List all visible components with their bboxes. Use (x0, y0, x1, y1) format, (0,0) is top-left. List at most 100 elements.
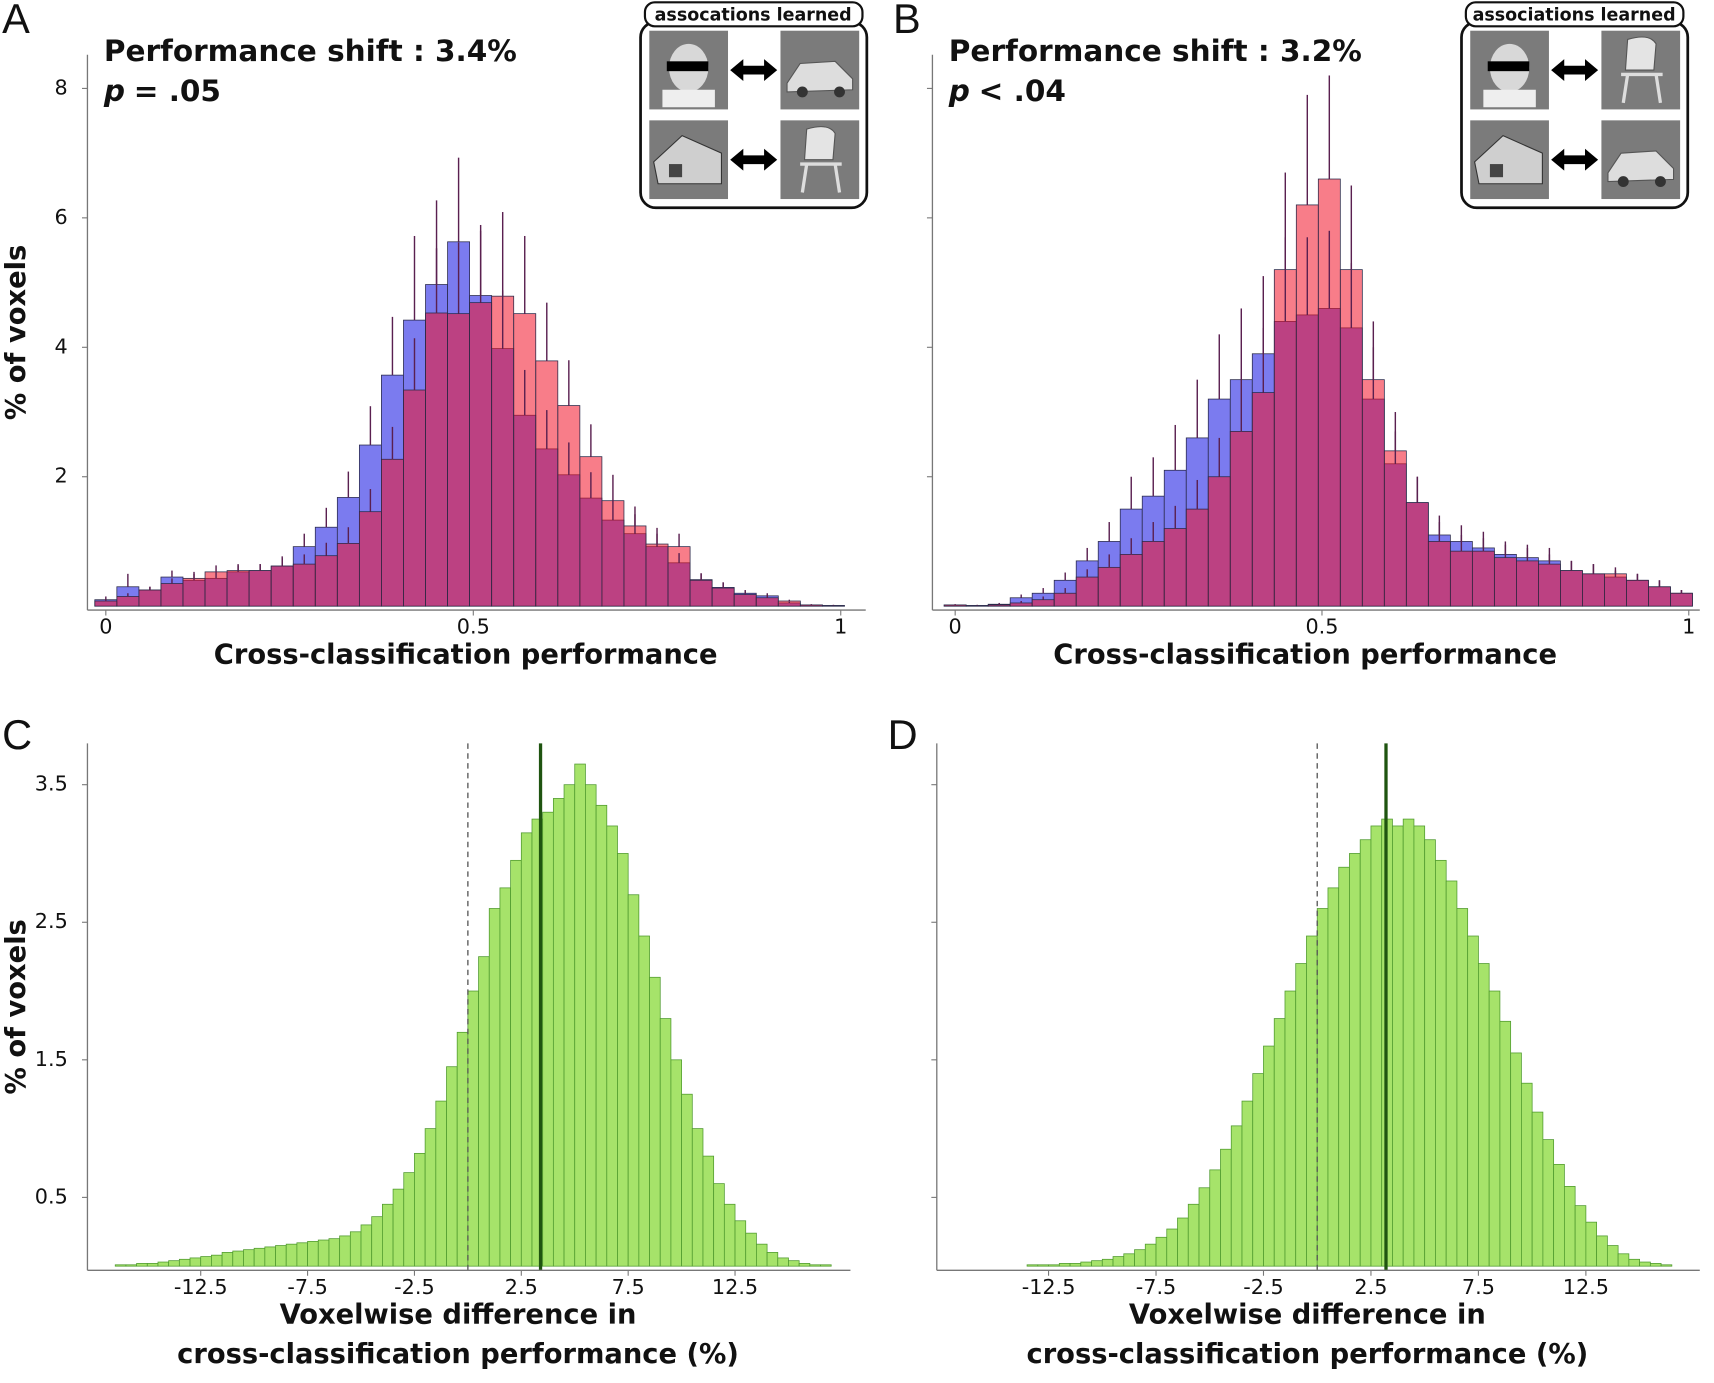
icon-shape (1624, 36, 1657, 71)
bar (1101, 1258, 1114, 1267)
bar (1009, 602, 1033, 607)
icon-shape (1487, 61, 1530, 72)
bar (1338, 866, 1350, 1267)
bar (211, 1254, 223, 1267)
stat-annotation: p = .05 (103, 73, 221, 107)
bar (1383, 450, 1407, 607)
stat-value: < .04 (979, 73, 1066, 107)
bar (756, 1243, 768, 1267)
bar (734, 1220, 747, 1267)
x-tick-label: -2.5 (394, 1275, 434, 1299)
bar (1445, 880, 1458, 1267)
bar (1361, 379, 1385, 607)
bar (1187, 1203, 1200, 1267)
bar (702, 1155, 715, 1267)
bar (1058, 1263, 1071, 1267)
bar (243, 1249, 255, 1267)
bar (1531, 1111, 1544, 1267)
bar (403, 389, 426, 607)
bar (1648, 586, 1671, 607)
bar (713, 1183, 725, 1267)
inset-arrow (1551, 148, 1599, 171)
bar (226, 570, 250, 607)
bar (248, 570, 272, 607)
bar (1048, 1264, 1060, 1267)
bar (1405, 502, 1429, 607)
panel: A 2 4 6 8 0 0.5 1 Cross-classification performan… (1, 0, 869, 670)
x-axis-label: Voxelwise difference in (280, 1300, 637, 1331)
bar (1251, 392, 1275, 607)
bar (469, 302, 493, 607)
icon-shape (1607, 150, 1675, 183)
bar (1119, 554, 1143, 607)
inset-title: associations learned (1473, 5, 1676, 25)
bar (1349, 853, 1361, 1267)
bar (1229, 431, 1253, 607)
inset-arrow (730, 59, 778, 81)
y-tick-label: 3.5 (35, 772, 68, 796)
x-tick-label: -2.5 (1243, 1275, 1284, 1299)
bar (116, 596, 140, 607)
bar (535, 360, 559, 607)
y-axis-label: % of voxels (1, 245, 32, 420)
panel-letter: C (2, 711, 32, 758)
bar (943, 604, 967, 607)
bar (1402, 818, 1415, 1267)
bar (574, 763, 586, 1267)
x-tick-label: -12.5 (1022, 1275, 1076, 1299)
bar (1185, 508, 1209, 607)
bar (1166, 1228, 1178, 1267)
bar (552, 798, 565, 1267)
bar (1574, 1205, 1587, 1267)
bar (414, 1152, 426, 1267)
x-tick-label: -12.5 (174, 1275, 228, 1299)
icon-shape (1654, 176, 1666, 188)
icon-shape (800, 162, 842, 193)
bar (296, 1242, 308, 1267)
bar (689, 579, 713, 607)
bar (965, 605, 989, 607)
bar (809, 1264, 821, 1267)
bar (1427, 541, 1451, 607)
x-tick-label: 1 (834, 615, 847, 639)
bar (1413, 825, 1426, 1267)
bar (1097, 566, 1121, 607)
bar (1521, 1082, 1533, 1267)
bar (478, 956, 490, 1267)
stat-value: = .05 (134, 73, 221, 107)
bar (595, 804, 608, 1267)
bar (1053, 592, 1077, 607)
bar (1198, 1187, 1211, 1267)
bar (1123, 1253, 1135, 1267)
icon-shape (834, 86, 845, 98)
x-tick-label: 0.5 (1305, 615, 1338, 639)
bar (1670, 592, 1693, 607)
bar (627, 894, 640, 1267)
inset-title-box (1464, 1, 1685, 28)
bar (446, 1066, 458, 1267)
x-axis-label: Cross-classification performance (1053, 639, 1557, 670)
bar (513, 313, 537, 607)
bar (371, 1216, 383, 1267)
bar (987, 604, 1011, 607)
bar (1230, 1125, 1243, 1267)
bar (520, 832, 533, 1267)
bar (307, 1241, 319, 1267)
bar (1488, 990, 1501, 1267)
x-axis-label: cross-classification performance (%) (177, 1339, 739, 1370)
y-tick-label: 0.5 (35, 1184, 68, 1208)
panel: B 0 0.5 1 Cross-classification performance Pe… (893, 0, 1700, 670)
bar (638, 935, 650, 1267)
bar (1582, 573, 1605, 607)
bar (1564, 1186, 1576, 1267)
bar (1542, 1139, 1555, 1267)
bar (328, 1238, 341, 1267)
panel-letter: D (888, 711, 918, 758)
x-axis-label: Voxelwise difference in (1129, 1300, 1486, 1331)
bar (1370, 825, 1383, 1267)
x-tick-label: 0.5 (457, 615, 490, 639)
bar (270, 565, 294, 607)
bar (1207, 476, 1231, 607)
bar (178, 1258, 191, 1267)
